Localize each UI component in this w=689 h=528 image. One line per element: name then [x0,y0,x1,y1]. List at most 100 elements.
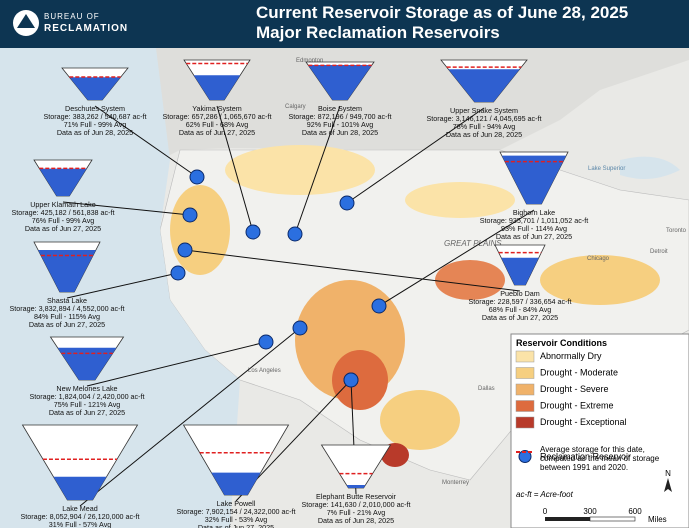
place-label: GREAT PLAINS [444,239,502,248]
legend-label: Drought - Severe [540,384,609,394]
reservoir-storage: Storage: 228,597 / 336,654 ac-ft [468,297,571,306]
reservoir-storage: Storage: 425,182 / 561,838 ac-ft [11,208,114,217]
scale-unit: Miles [648,515,667,524]
reservoir-dot [343,372,359,388]
leader-line [94,105,198,178]
reservoir-fill [308,65,372,100]
reservoir-fill [53,476,107,500]
place-label: Toronto [666,228,687,234]
drought-area [332,350,388,410]
reservoir-dot [182,207,198,223]
reservoir-name: Bighorn Lake [513,208,555,217]
leader-line [66,272,179,299]
leader-lines [62,105,535,507]
reservoir-fill [346,484,366,488]
header-bar [0,0,689,48]
place-label: Los Angeles [248,368,281,374]
legend-swatch [515,367,535,379]
leader-line [62,201,191,216]
reservoir-name: Upper Snake System [450,106,518,115]
drought-area [225,145,375,195]
reservoir-fill [57,347,117,380]
scale-segment [545,517,590,521]
reservoir-percent: 71% Full - 99% Avg [64,120,127,129]
ocean [0,0,240,528]
drought-area [380,390,460,450]
reservoir-percent: 92% Full - 101% Avg [307,120,374,129]
leader-line [378,209,535,307]
logo [13,10,39,36]
legend-label: Drought - Extreme [540,401,614,411]
reservoir-date: Data as of Jun 27, 2025 [49,408,125,417]
reservoir-date: Data as of Jun 28, 2025 [302,128,378,137]
reservoir-name: Shasta Lake [47,296,87,305]
reservoir-fill [211,472,261,495]
reservoir-name: Boise System [318,104,362,113]
unit-note: ac-ft = Acre-foot [516,490,574,499]
place-label: Edmonton [296,58,323,64]
legend-label: Drought - Exceptional [540,417,627,427]
scale-bar: 0 300 600 Miles [543,507,667,524]
place-label: Monterrey [442,480,469,486]
reservoir-storage: Storage: 3,146,121 / 4,045,695 ac-ft [426,114,541,123]
reservoir-fill [193,75,241,100]
reservoir-percent: 62% Full - 68% Avg [186,120,249,129]
leader-line [79,327,301,507]
reservoir-percent: 76% Full - 99% Avg [32,216,95,225]
reservoir-date: Data as of Jun 28, 2025 [318,516,394,525]
reservoir-date: Data as of Jun 27, 2025 [198,523,274,528]
place-label: Detroit [650,249,668,255]
leader-line [294,105,341,235]
legend-label: Abnormally Dry [540,351,602,361]
legend-swatch [515,350,535,363]
legend-box [510,333,689,528]
reservoir-dot [189,169,205,185]
reservoir-percent: 68% Full - 84% Avg [489,305,552,314]
reservoir-storage: Storage: 383,262 / 540,687 ac-ft [43,112,146,121]
legend-swatch [515,400,535,412]
reservoir-dot [292,320,308,336]
agency-name: BUREAU OF [44,12,100,21]
reservoir-storage: Storage: 141,630 / 2,010,000 ac-ft [301,500,410,509]
reservoir-fill [38,250,96,292]
reservoir-fill [501,155,567,204]
legend: Reservoir Conditions Abnormally Dry Droug… [510,333,689,528]
reservoir-fill [448,69,520,102]
legend-label: Drought - Moderate [540,368,618,378]
legend-swatch [518,450,532,463]
reservoir-storage: Storage: 1,824,004 / 2,420,000 ac-ft [29,392,144,401]
leader-line [216,105,254,233]
legend-swatch [515,416,535,429]
reservoir-name: Upper Klamath Lake [30,200,96,209]
reservoir-fill [501,257,539,285]
north-arrow [664,478,672,492]
reservoir-percent: 31% Full - 57% Avg [49,520,112,528]
reservoir-name: New Melones Lake [56,384,117,393]
place-label: Lake Superior [588,166,625,172]
leader-line [346,107,485,204]
subtitle: Major Reclamation Reservoirs [256,23,500,42]
reservoir-date: Data as of Jun 28, 2025 [57,128,133,137]
legend-swatch [515,383,535,396]
reservoir-storage: Storage: 657,286 / 1,065,670 ac-ft [162,112,271,121]
reservoir-dot [177,242,193,258]
reservoir-name: Yakima System [192,104,241,113]
reservoir-dot [258,334,274,350]
north-label: N [665,469,671,478]
reservoir-dot [245,224,261,240]
scale-label: 600 [628,507,642,516]
drought-area [540,255,660,305]
reservoir-name: Pueblo Dam [500,289,540,298]
map-labels: Edmonton Calgary Lake Superior GREAT PLAINS… [248,58,687,486]
drought-area [435,260,505,300]
reservoir-percent: 7% Full - 21% Avg [327,508,386,517]
reservoir-name: Lake Powell [217,499,256,508]
place-label: Calgary [285,104,306,110]
agency-name: RECLAMATION [44,23,128,34]
reservoir-date: Data as of Jun 27, 2025 [29,320,105,329]
reservoir-percent: 75% Full - 121% Avg [54,400,121,409]
reservoir-storage: Storage: 3,832,894 / 4,552,000 ac-ft [9,304,124,313]
reservoir-storage: Storage: 935,701 / 1,011,052 ac-ft [480,216,589,225]
